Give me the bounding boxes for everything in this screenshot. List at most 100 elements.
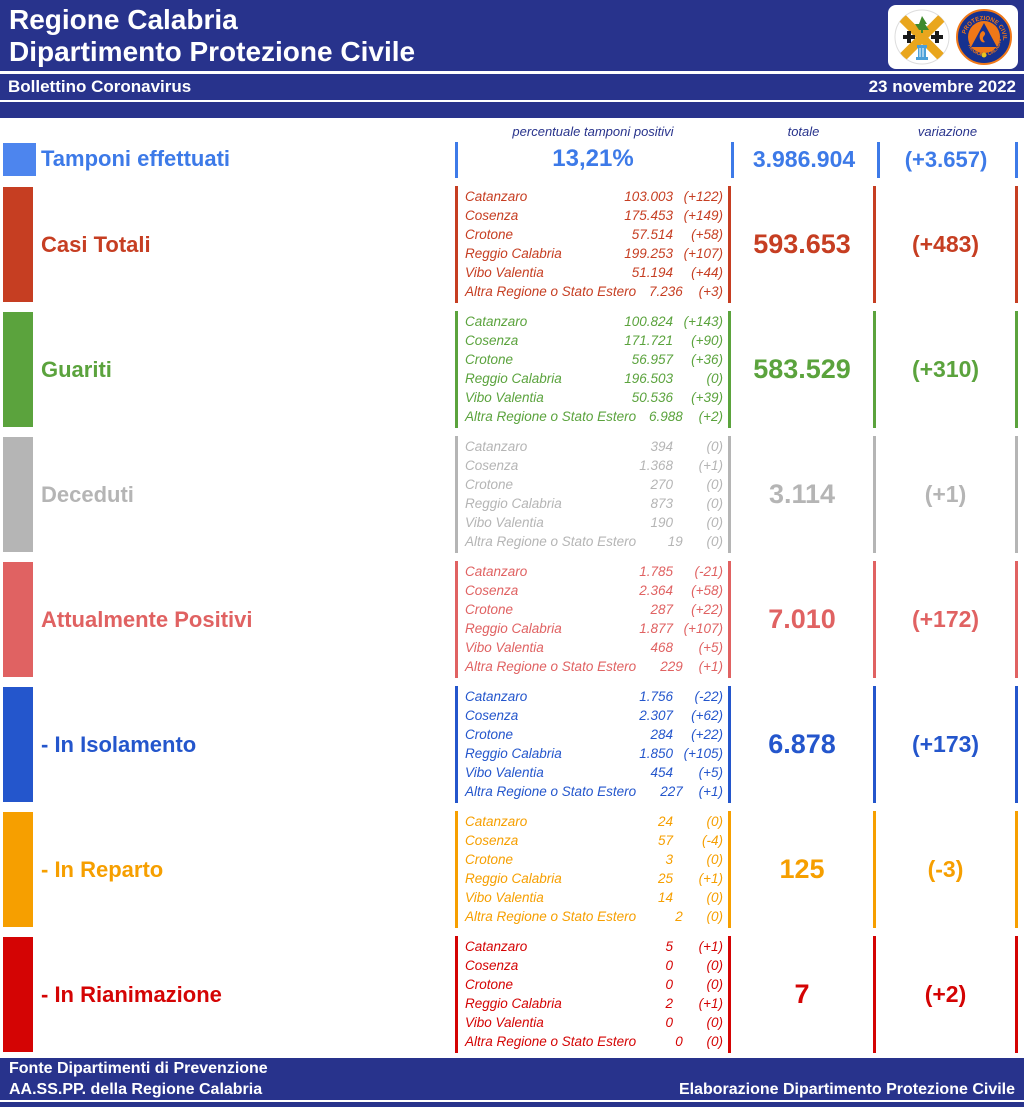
province-row: Cosenza 57 (-4) xyxy=(465,833,723,849)
province-value: 284 xyxy=(650,727,673,742)
province-row: Crotone 270 (0) xyxy=(465,477,723,493)
section-variation-value: (-3) xyxy=(876,811,1018,928)
province-row: Catanzaro 24 (0) xyxy=(465,814,723,830)
province-row: Crotone 287 (+22) xyxy=(465,602,723,618)
province-value: 0 xyxy=(665,977,673,992)
section-label: Casi Totali xyxy=(41,231,151,257)
section-color-bar xyxy=(3,687,33,802)
section-details: Catanzaro 24 (0) Cosenza 57 (-4) Crotone 3 (0) Re… xyxy=(455,811,731,928)
header: Regione Calabria Dipartimento Protezione… xyxy=(0,0,1024,74)
footer-source-line2: AA.SS.PP. della Regione Calabria xyxy=(9,1080,263,1098)
province-value: 270 xyxy=(650,477,673,492)
section-variation-value: (+310) xyxy=(876,311,1018,428)
logo-box: PROTEZIONE CIVILE REGIONE CALABRIA xyxy=(888,5,1018,69)
province-name: Catanzaro xyxy=(465,939,528,954)
bulletin-title: Bollettino Coronavirus xyxy=(8,77,192,96)
footer-line2: AA.SS.PP. della Regione Calabria Elabora… xyxy=(0,1079,1024,1102)
province-delta: (0) xyxy=(706,515,724,530)
province-name: Vibo Valentia xyxy=(465,390,544,405)
province-name: Vibo Valentia xyxy=(465,265,544,280)
province-value: 5 xyxy=(665,939,673,954)
sub-header: Bollettino Coronavirus 23 novembre 2022 xyxy=(0,74,1024,118)
province-delta: (+44) xyxy=(691,265,723,280)
province-value: 24 xyxy=(657,814,673,829)
province-value: 3 xyxy=(665,852,673,867)
province-value: 454 xyxy=(650,765,673,780)
province-row: Cosenza 2.364 (+58) xyxy=(465,583,723,599)
province-delta: (0) xyxy=(706,852,724,867)
province-delta: (0) xyxy=(706,1015,724,1030)
province-row: Crotone 284 (+22) xyxy=(465,727,723,743)
province-row: Reggio Calabria 1.850 (+105) xyxy=(465,746,723,762)
section-color-bar xyxy=(3,312,33,427)
sub-header-row: Bollettino Coronavirus 23 novembre 2022 xyxy=(0,74,1024,102)
province-name: Reggio Calabria xyxy=(465,871,562,886)
province-delta: (+149) xyxy=(683,208,723,223)
province-row: Altra Regione o Stato Estero 0 (0) xyxy=(465,1034,723,1050)
province-name: Catanzaro xyxy=(465,314,528,329)
province-name: Catanzaro xyxy=(465,814,528,829)
province-name: Catanzaro xyxy=(465,564,528,579)
province-name: Crotone xyxy=(465,352,514,367)
province-delta: (0) xyxy=(706,1034,724,1049)
province-value: 190 xyxy=(650,515,673,530)
section-total-value: 7.010 xyxy=(731,561,876,678)
province-row: Altra Regione o Stato Estero 227 (+1) xyxy=(465,784,723,800)
section-total-value: 7 xyxy=(731,936,876,1053)
province-value: 50.536 xyxy=(631,390,673,405)
section-total-value: 593.653 xyxy=(731,186,876,303)
province-delta: (-4) xyxy=(702,833,723,848)
province-value: 57 xyxy=(657,833,673,848)
province-name: Crotone xyxy=(465,602,514,617)
province-value: 227 xyxy=(660,784,683,799)
section-details: Catanzaro 394 (0) Cosenza 1.368 (+1) Crotone 27… xyxy=(455,436,731,553)
tamponi-marker xyxy=(3,143,36,176)
province-name: Altra Regione o Stato Estero xyxy=(465,909,637,924)
province-name: Crotone xyxy=(465,227,514,242)
tamponi-percent-value: 13,21% xyxy=(552,145,634,172)
province-name: Altra Regione o Stato Estero xyxy=(465,534,637,549)
province-delta: (+143) xyxy=(683,314,723,329)
province-name: Altra Regione o Stato Estero xyxy=(465,284,637,299)
province-row: Reggio Calabria 2 (+1) xyxy=(465,996,723,1012)
province-name: Reggio Calabria xyxy=(465,496,562,511)
province-row: Catanzaro 5 (+1) xyxy=(465,939,723,955)
province-name: Cosenza xyxy=(465,958,519,973)
province-name: Catanzaro xyxy=(465,439,528,454)
section-total-value: 125 xyxy=(731,811,876,928)
section-label: - In Reparto xyxy=(41,856,164,882)
section-variation-value: (+173) xyxy=(876,686,1018,803)
section-details: Catanzaro 100.824 (+143) Cosenza 171.721 (+90… xyxy=(455,311,731,428)
province-name: Cosenza xyxy=(465,833,519,848)
province-value: 199.253 xyxy=(624,246,673,261)
province-value: 229 xyxy=(660,659,683,674)
province-name: Reggio Calabria xyxy=(465,746,562,761)
bulletin-date: 23 novembre 2022 xyxy=(868,77,1016,96)
province-name: Cosenza xyxy=(465,333,519,348)
province-delta: (0) xyxy=(706,477,724,492)
province-row: Reggio Calabria 25 (+1) xyxy=(465,871,723,887)
province-delta: (+1) xyxy=(698,996,723,1011)
province-name: Vibo Valentia xyxy=(465,1015,544,1030)
province-delta: (+22) xyxy=(691,602,723,617)
province-row: Vibo Valentia 51.194 (+44) xyxy=(465,265,723,281)
province-row: Altra Regione o Stato Estero 229 (+1) xyxy=(465,659,723,675)
province-row: Crotone 3 (0) xyxy=(465,852,723,868)
province-row: Catanzaro 394 (0) xyxy=(465,439,723,455)
province-value: 468 xyxy=(650,640,673,655)
separator-line xyxy=(1015,142,1018,178)
footer-source-line1: Fonte Dipartimenti di Prevenzione xyxy=(9,1060,268,1077)
province-row: Crotone 0 (0) xyxy=(465,977,723,993)
province-name: Altra Regione o Stato Estero xyxy=(465,409,637,424)
province-name: Reggio Calabria xyxy=(465,371,562,386)
province-row: Altra Regione o Stato Estero 6.988 (+2) xyxy=(465,409,723,425)
province-delta: (0) xyxy=(706,534,724,549)
province-value: 1.850 xyxy=(639,746,673,761)
province-value: 6.988 xyxy=(648,409,683,424)
section-casi-totali: Casi Totali Catanzaro 103.003 (+122) Cosenz… xyxy=(0,186,1024,303)
province-delta: (+5) xyxy=(698,765,723,780)
province-value: 25 xyxy=(657,871,673,886)
footer-elaboration: Elaborazione Dipartimento Protezione Civ… xyxy=(678,1080,1015,1098)
tamponi-row: Tamponi effettuati 13,21% 3.986.904 (+3.… xyxy=(0,142,1024,178)
